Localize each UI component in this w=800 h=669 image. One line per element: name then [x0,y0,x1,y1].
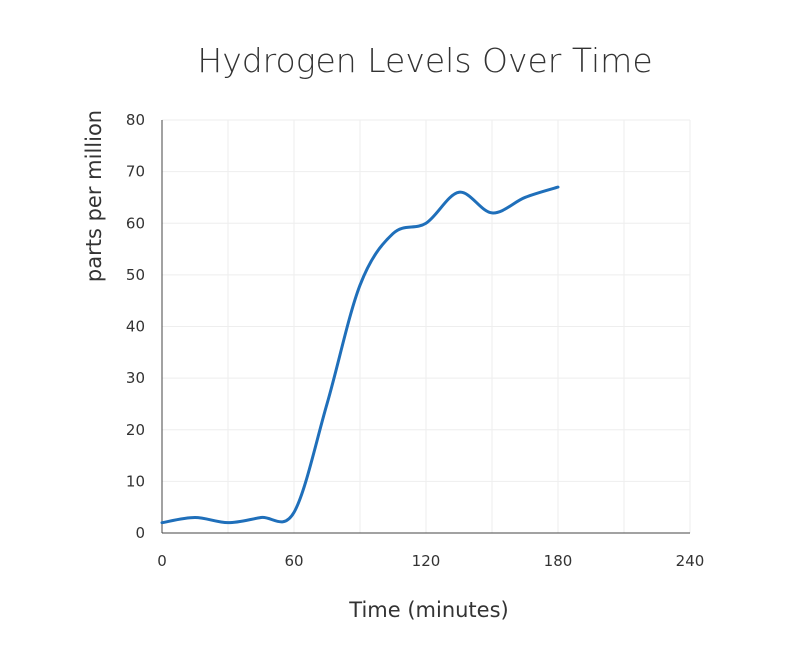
y-tick-label: 50 [126,266,145,284]
x-tick-label: 180 [544,552,573,570]
axes [161,120,690,534]
x-tick-label: 0 [157,552,167,570]
hydrogen-series-line [160,185,560,525]
y-tick-label: 0 [135,524,145,542]
y-tick-label: 40 [126,318,145,336]
y-tick-label: 30 [126,369,145,387]
y-axis-tick-labels: 0 10 20 30 40 50 60 70 80 [126,111,145,542]
series-lines [160,185,560,525]
y-tick-label: 60 [126,214,145,232]
x-tick-label: 60 [284,552,303,570]
chart-title: Hydrogen Levels Over Time [197,41,652,80]
gridlines [162,119,691,533]
x-axis-tick-labels: 0 60 120 180 240 [157,552,704,570]
x-axis-title: Time (minutes) [348,598,508,622]
y-axis-title: parts per million [82,110,106,282]
y-tick-label: 10 [126,472,145,490]
y-tick-label: 20 [126,421,145,439]
y-tick-label: 80 [126,111,145,129]
y-tick-label: 70 [126,163,145,181]
x-tick-label: 240 [676,552,705,570]
x-tick-label: 120 [412,552,441,570]
